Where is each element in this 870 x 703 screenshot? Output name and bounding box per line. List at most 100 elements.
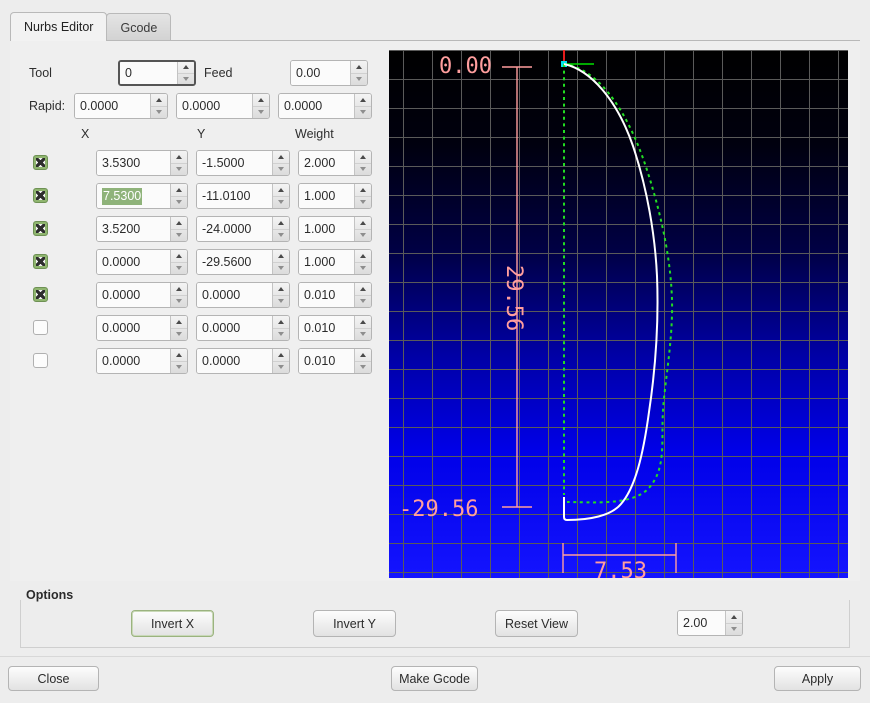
row-1-y-spinner-buttons[interactable]	[272, 151, 289, 175]
row-7-weight-spinner-up[interactable]	[355, 349, 371, 361]
rapid-x-spinner-up[interactable]	[151, 94, 167, 106]
invert-y-button[interactable]: Invert Y	[313, 610, 396, 637]
row-7-x-input[interactable]: 0.0000	[97, 349, 170, 373]
row-4-weight-spinner[interactable]: 1.000	[298, 249, 372, 275]
scale-input[interactable]: 2.00	[678, 611, 725, 635]
row-4-x-spinner[interactable]: 0.0000	[96, 249, 188, 275]
row-3-x-spinner[interactable]: 3.5200	[96, 216, 188, 242]
row-1-y-input[interactable]: -1.5000	[197, 151, 272, 175]
row-4-weight-input[interactable]: 1.000	[299, 250, 354, 274]
row-3-y-input[interactable]: -24.0000	[197, 217, 272, 241]
tool-spinner-up[interactable]	[178, 62, 194, 73]
row-2-weight-spinner[interactable]: 1.000	[298, 183, 372, 209]
row-7-y-spinner-up[interactable]	[273, 349, 289, 361]
row-5-x-spinner[interactable]: 0.0000	[96, 282, 188, 308]
tab-nurbs-editor[interactable]: Nurbs Editor	[10, 12, 108, 41]
row-7-y-spinner[interactable]: 0.0000	[196, 348, 290, 374]
row-6-x-spinner-up[interactable]	[171, 316, 187, 328]
row-2-x-spinner-buttons[interactable]	[170, 184, 187, 208]
row-7-weight-spinner-down[interactable]	[355, 360, 371, 374]
row-3-y-spinner[interactable]: -24.0000	[196, 216, 290, 242]
row-4-weight-spinner-up[interactable]	[355, 250, 371, 262]
feed-input[interactable]: 0.00	[291, 61, 350, 85]
rapid-y-spinner-up[interactable]	[253, 94, 269, 106]
rapid-y-spinner-buttons[interactable]	[252, 94, 269, 118]
row-5-weight-spinner-down[interactable]	[355, 294, 371, 308]
feed-spinner-up[interactable]	[351, 61, 367, 73]
rapid-x-spinner-down[interactable]	[151, 105, 167, 119]
row-5-y-input[interactable]: 0.0000	[197, 283, 272, 307]
row-6-y-spinner-buttons[interactable]	[272, 316, 289, 340]
rapid-z-spinner-up[interactable]	[355, 94, 371, 106]
row-4-y-spinner-up[interactable]	[273, 250, 289, 262]
scale-spinner[interactable]: 2.00	[677, 610, 743, 636]
row-6-y-input[interactable]: 0.0000	[197, 316, 272, 340]
row-6-x-spinner-down[interactable]	[171, 327, 187, 341]
row-4-x-input[interactable]: 0.0000	[97, 250, 170, 274]
row-2-y-spinner-down[interactable]	[273, 195, 289, 209]
close-button[interactable]: Close	[8, 666, 99, 691]
row-2-weight-input[interactable]: 1.000	[299, 184, 354, 208]
row-6-enable-checkbox[interactable]	[33, 320, 48, 335]
feed-spinner-down[interactable]	[351, 72, 367, 86]
rapid-y-spinner[interactable]: 0.0000	[176, 93, 270, 119]
rapid-z-spinner-down[interactable]	[355, 105, 371, 119]
row-3-x-spinner-up[interactable]	[171, 217, 187, 229]
rapid-y-spinner-down[interactable]	[253, 105, 269, 119]
row-3-y-spinner-up[interactable]	[273, 217, 289, 229]
row-2-weight-spinner-buttons[interactable]	[354, 184, 371, 208]
row-7-enable-checkbox[interactable]	[33, 353, 48, 368]
row-4-x-spinner-up[interactable]	[171, 250, 187, 262]
tab-gcode[interactable]: Gcode	[106, 13, 172, 41]
row-1-weight-spinner-buttons[interactable]	[354, 151, 371, 175]
row-5-x-spinner-buttons[interactable]	[170, 283, 187, 307]
row-4-x-spinner-down[interactable]	[171, 261, 187, 275]
row-2-y-input[interactable]: -11.0100	[197, 184, 272, 208]
row-6-y-spinner-down[interactable]	[273, 327, 289, 341]
row-2-x-input[interactable]: 7.5300	[97, 184, 170, 208]
row-7-x-spinner-down[interactable]	[171, 360, 187, 374]
row-2-y-spinner-buttons[interactable]	[272, 184, 289, 208]
row-5-weight-spinner-up[interactable]	[355, 283, 371, 295]
row-5-enable-checkbox[interactable]	[33, 287, 48, 302]
rapid-x-input[interactable]: 0.0000	[75, 94, 150, 118]
row-6-weight-spinner-up[interactable]	[355, 316, 371, 328]
row-1-weight-spinner[interactable]: 2.000	[298, 150, 372, 176]
row-2-y-spinner-up[interactable]	[273, 184, 289, 196]
row-6-x-input[interactable]: 0.0000	[97, 316, 170, 340]
row-3-y-spinner-down[interactable]	[273, 228, 289, 242]
row-3-x-spinner-buttons[interactable]	[170, 217, 187, 241]
feed-spinner-buttons[interactable]	[350, 61, 367, 85]
row-1-x-spinner[interactable]: 3.5300	[96, 150, 188, 176]
row-5-weight-spinner[interactable]: 0.010	[298, 282, 372, 308]
row-5-weight-spinner-buttons[interactable]	[354, 283, 371, 307]
row-4-y-spinner-down[interactable]	[273, 261, 289, 275]
rapid-x-spinner[interactable]: 0.0000	[74, 93, 168, 119]
row-1-y-spinner-up[interactable]	[273, 151, 289, 163]
row-1-x-input[interactable]: 3.5300	[97, 151, 170, 175]
row-3-x-spinner-down[interactable]	[171, 228, 187, 242]
row-4-weight-spinner-buttons[interactable]	[354, 250, 371, 274]
row-5-y-spinner[interactable]: 0.0000	[196, 282, 290, 308]
row-6-weight-spinner[interactable]: 0.010	[298, 315, 372, 341]
row-3-weight-spinner-buttons[interactable]	[354, 217, 371, 241]
row-4-y-input[interactable]: -29.5600	[197, 250, 272, 274]
row-6-y-spinner-up[interactable]	[273, 316, 289, 328]
row-7-weight-spinner-buttons[interactable]	[354, 349, 371, 373]
row-2-weight-spinner-up[interactable]	[355, 184, 371, 196]
reset-view-button[interactable]: Reset View	[495, 610, 578, 637]
row-7-weight-spinner[interactable]: 0.010	[298, 348, 372, 374]
row-1-weight-spinner-down[interactable]	[355, 162, 371, 176]
row-2-x-spinner[interactable]: 7.5300	[96, 183, 188, 209]
row-1-weight-input[interactable]: 2.000	[299, 151, 354, 175]
rapid-z-spinner[interactable]: 0.0000	[278, 93, 372, 119]
apply-button[interactable]: Apply	[774, 666, 861, 691]
row-1-weight-spinner-up[interactable]	[355, 151, 371, 163]
row-6-x-spinner[interactable]: 0.0000	[96, 315, 188, 341]
row-7-x-spinner[interactable]: 0.0000	[96, 348, 188, 374]
tool-spinner-buttons[interactable]	[177, 62, 194, 84]
row-7-y-input[interactable]: 0.0000	[197, 349, 272, 373]
row-5-weight-input[interactable]: 0.010	[299, 283, 354, 307]
row-2-enable-checkbox[interactable]	[33, 188, 48, 203]
nurbs-preview-plot[interactable]: 0.00 29.56 -29.56 7.53	[389, 50, 848, 578]
